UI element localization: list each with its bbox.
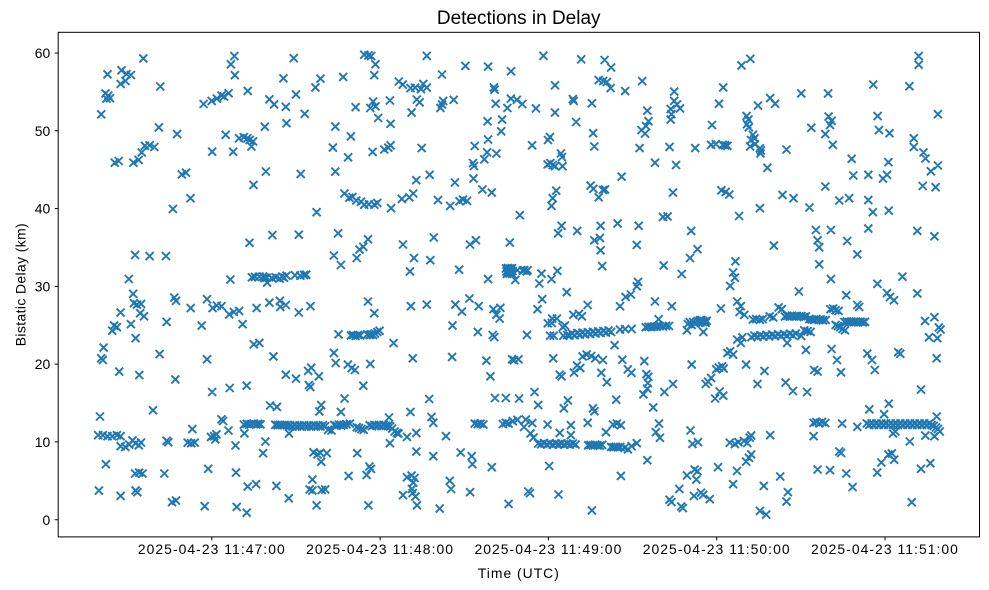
svg-text:Time (UTC): Time (UTC): [478, 565, 560, 581]
svg-text:20: 20: [35, 356, 51, 372]
svg-text:2025-04-23 11:51:00: 2025-04-23 11:51:00: [811, 541, 959, 557]
svg-text:10: 10: [35, 434, 51, 450]
svg-text:2025-04-23 11:48:00: 2025-04-23 11:48:00: [306, 541, 454, 557]
svg-text:Detections in Delay: Detections in Delay: [437, 8, 601, 29]
svg-text:60: 60: [35, 45, 51, 61]
svg-text:2025-04-23 11:49:00: 2025-04-23 11:49:00: [474, 541, 622, 557]
svg-text:Bistatic Delay (km): Bistatic Delay (km): [13, 223, 29, 346]
svg-text:40: 40: [35, 201, 51, 217]
svg-text:2025-04-23 11:50:00: 2025-04-23 11:50:00: [643, 541, 791, 557]
svg-text:2025-04-23 11:47:00: 2025-04-23 11:47:00: [138, 541, 286, 557]
svg-text:0: 0: [42, 512, 50, 528]
svg-text:30: 30: [35, 278, 51, 294]
svg-text:50: 50: [35, 123, 51, 139]
